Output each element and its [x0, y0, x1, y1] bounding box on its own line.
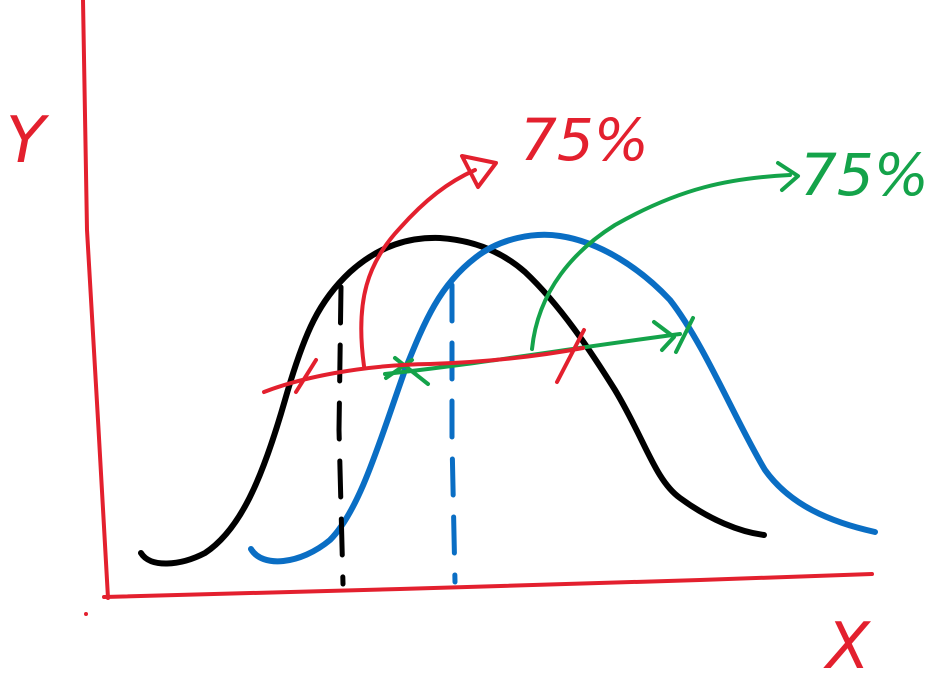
red-percent-label: 75%: [520, 106, 649, 174]
black-dashed-line: [336, 284, 346, 587]
red-leader-line: [359, 168, 477, 368]
green-leader-line: [530, 173, 792, 351]
blue-dashed-line: [449, 282, 458, 585]
red-right-tick: [555, 328, 586, 384]
x-axis-line: [102, 572, 874, 599]
origin-dot: [84, 612, 88, 616]
black-curve: [138, 234, 767, 567]
red-annotation: [262, 154, 586, 394]
green-arrowhead-on-line: [652, 320, 676, 352]
blue-curve: [248, 231, 878, 565]
axes: [81, 0, 874, 616]
y-axis-label: Y: [6, 104, 50, 178]
green-arrowhead: [776, 161, 800, 192]
x-axis-label: X: [823, 610, 871, 684]
y-axis-line: [81, 0, 110, 600]
green-right-tick: [674, 316, 695, 354]
red-left-tick: [294, 358, 318, 394]
red-arrowhead: [460, 154, 498, 189]
green-annotation: [383, 161, 800, 386]
green-percent-label: 75%: [800, 141, 926, 209]
